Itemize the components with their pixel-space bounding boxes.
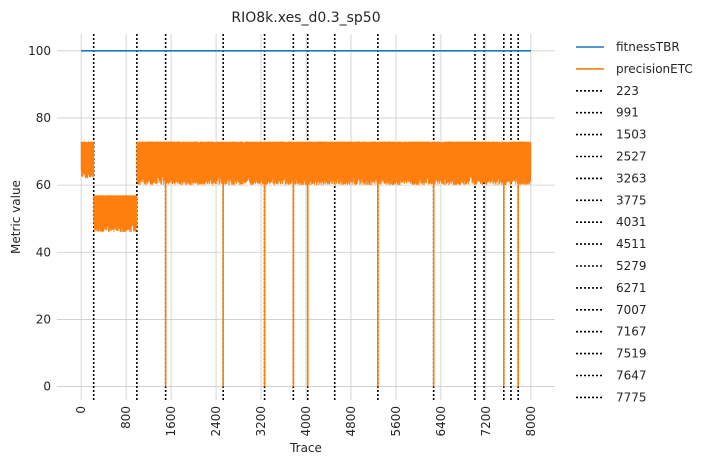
legend-label: 3775 [616, 193, 647, 207]
y-tick-label: 80 [36, 111, 51, 125]
x-tick-label: 8000 [524, 406, 538, 437]
x-tick-label: 800 [119, 406, 133, 429]
x-tick-label: 7200 [479, 406, 493, 437]
x-tick-label: 1600 [164, 406, 178, 437]
y-axis-ticks: 0 20 40 60 80 100 [28, 44, 51, 394]
x-tick-label: 0 [74, 406, 88, 414]
series-precisionETC [80, 141, 532, 387]
x-tick-label: 6400 [434, 406, 448, 437]
x-tick-label: 2400 [209, 406, 223, 437]
legend-label: 4511 [616, 237, 647, 251]
legend-label: 991 [616, 106, 639, 120]
y-tick-label: 60 [36, 178, 51, 192]
x-tick-label: 5600 [389, 406, 403, 437]
y-tick-label: 40 [36, 245, 51, 259]
y-tick-label: 100 [28, 44, 51, 58]
x-axis-label: Trace [289, 441, 322, 455]
legend-label: precisionETC [616, 62, 693, 76]
series-band-segment [80, 141, 95, 179]
grid [57, 34, 555, 400]
x-tick-label: 4800 [344, 406, 358, 437]
legend-label: 7647 [616, 369, 647, 383]
legend-label: fitnessTBR [616, 40, 680, 54]
legend-label: 2527 [616, 150, 647, 164]
legend-label: 7519 [616, 347, 647, 361]
y-tick-label: 20 [36, 312, 51, 326]
y-axis-label: Metric value [9, 180, 23, 254]
legend-label: 6271 [616, 281, 647, 295]
legend-label: 223 [616, 84, 639, 98]
legend-label: 4031 [616, 215, 647, 229]
x-tick-label: 3200 [254, 406, 268, 437]
series-layer [80, 49, 532, 387]
y-tick-label: 0 [43, 380, 51, 394]
series-band-segment [93, 195, 138, 233]
legend-label: 7167 [616, 325, 647, 339]
legend-label: 7007 [616, 303, 647, 317]
legend-label: 7775 [616, 390, 647, 404]
legend: fitnessTBR precisionETC 223 991 1503 2527 3263… [576, 40, 693, 404]
legend-label: 5279 [616, 259, 647, 273]
x-axis-ticks: 0 800 1600 2400 3200 4000 4800 5600 6400 7200 8000 [74, 406, 538, 437]
x-tick-label: 4000 [299, 406, 313, 437]
chart-title: RIO8k.xes_d0.3_sp50 [231, 10, 380, 26]
legend-label: 3263 [616, 171, 647, 185]
legend-label: 1503 [616, 128, 647, 142]
series-band-segment [136, 141, 532, 186]
